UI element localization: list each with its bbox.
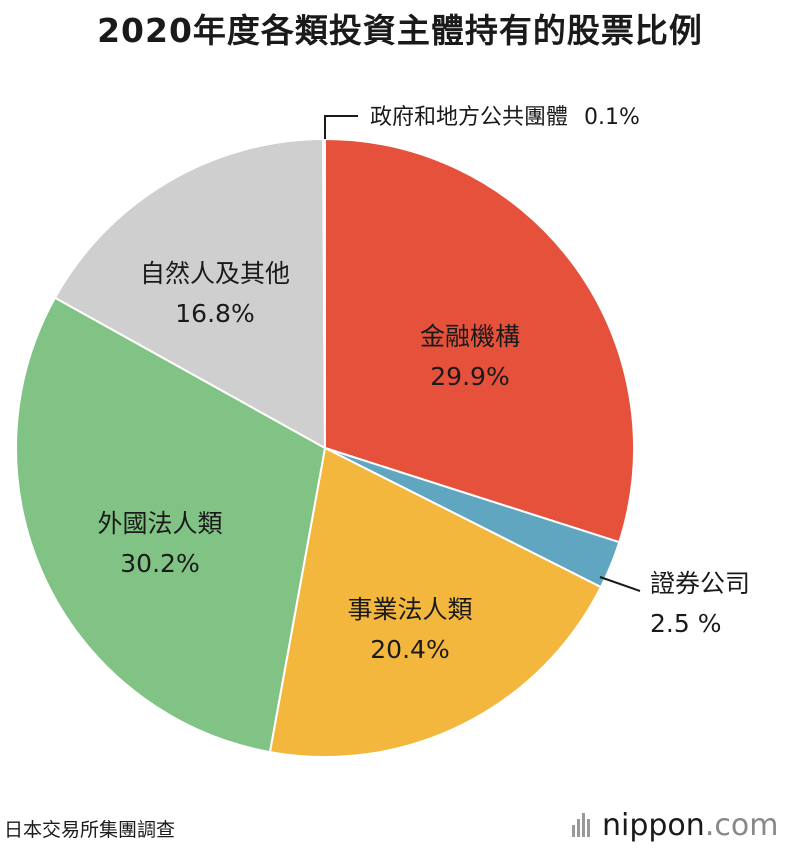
logo-bars-icon — [572, 810, 592, 845]
nippon-logo: nippon.com — [572, 808, 778, 845]
source-note: 日本交易所集團調查 — [4, 819, 176, 841]
logo-name: nippon — [602, 808, 705, 843]
logo-suffix: .com — [704, 808, 779, 843]
slice-label: 政府和地方公共團體 — [370, 105, 568, 130]
slice-label: 事業法人類 — [347, 595, 472, 624]
slice-value-label: 2.5 % — [650, 609, 721, 638]
leader-line — [324, 115, 358, 139]
slice-value-label: 20.4% — [370, 635, 449, 664]
slice-annotation: 政府和地方公共團體 0.1% — [370, 105, 640, 130]
leader-line — [599, 576, 641, 592]
pie-slice — [268, 446, 603, 758]
pie-slice — [15, 296, 327, 754]
slice-label: 外國法人類 — [97, 509, 222, 538]
slice-label: 證券公司 — [650, 569, 750, 598]
slice-value-label: 30.2% — [120, 549, 199, 578]
pie-slice — [324, 137, 635, 544]
chart-title: 2020年度各類投資主體持有的股票比例 — [97, 11, 703, 50]
slice-label: 自然人及其他 — [140, 259, 290, 288]
slice-value-label: 0.1% — [584, 105, 640, 130]
slice-label: 金融機構 — [420, 322, 520, 351]
slice-value-label: 16.8% — [175, 299, 254, 328]
slice-value-label: 29.9% — [430, 362, 509, 391]
pie-slice — [53, 137, 327, 450]
